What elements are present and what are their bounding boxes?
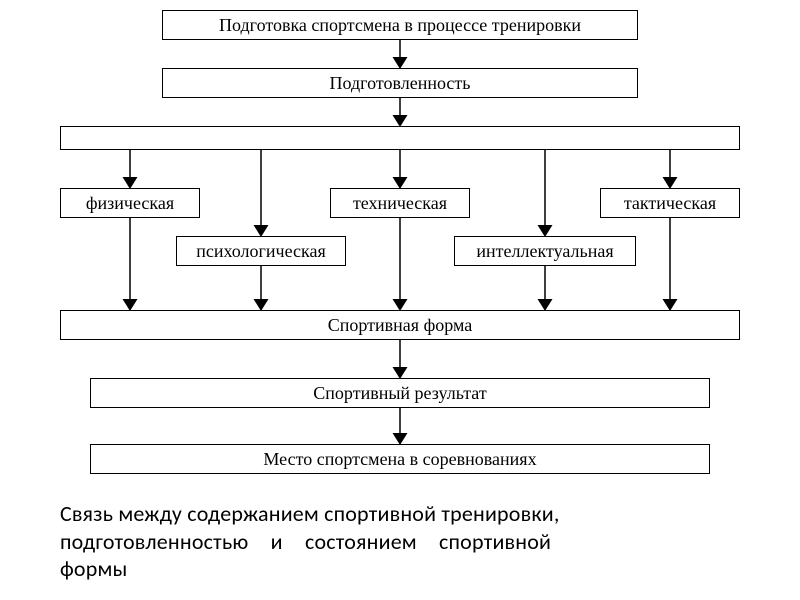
node-technical: техническая <box>330 188 470 218</box>
node-tactical: тактическая <box>600 188 740 218</box>
node-sport-form: Спортивная форма <box>60 310 740 340</box>
caption-line-1: Связь между содержанием спортивной трени… <box>60 500 800 528</box>
caption: Связь между содержанием спортивной трени… <box>60 500 800 583</box>
node-psychological: психологическая <box>176 236 346 266</box>
node-blank <box>60 126 740 150</box>
node-physical: физическая <box>60 188 200 218</box>
node-sport-result: Спортивный результат <box>90 378 710 408</box>
node-preparation: Подготовка спортсмена в процессе трениро… <box>162 10 638 40</box>
caption-line-3: формы <box>60 555 800 583</box>
caption-line-2: подготовленностью и состоянием спортивно… <box>60 528 800 556</box>
node-intellectual: интеллектуальная <box>454 236 636 266</box>
node-place-in-competition: Место спортсмена в соревнованиях <box>90 444 710 474</box>
node-preparedness: Подготовленность <box>162 68 638 98</box>
